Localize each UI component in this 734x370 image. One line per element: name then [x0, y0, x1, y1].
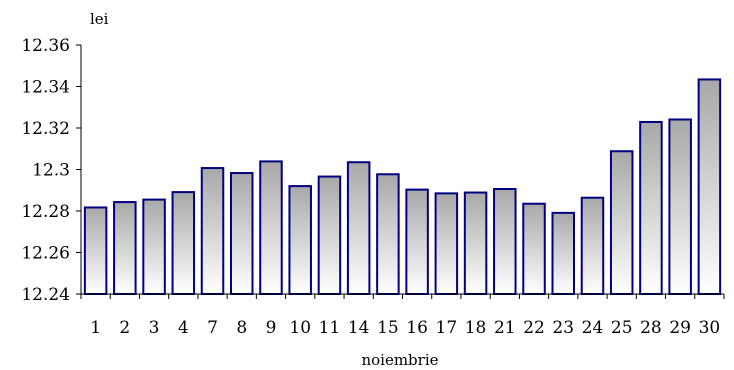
bar-23 [551, 211, 575, 295]
x-tick-label: 30 [699, 318, 721, 338]
bar-15 [376, 173, 400, 296]
bar-17 [434, 192, 459, 295]
y-tick-label: 12.34 [21, 78, 70, 98]
x-tick-label: 17 [436, 318, 458, 338]
bar-18 [463, 191, 488, 295]
x-tick-label: 4 [178, 318, 189, 338]
x-axis: 1 2 3 4 7 8 9 10 11 14 15 16 17 18 21 22 23 24 25 28 29 30 [80, 293, 725, 338]
bar-11 [317, 175, 342, 295]
x-tick-label: 22 [523, 318, 545, 338]
y-tick-label: 12.24 [21, 285, 70, 305]
x-tick-label: 25 [611, 318, 633, 338]
x-tick-label: 3 [149, 318, 160, 338]
x-axis-title: noiembrie [361, 351, 438, 369]
x-tick-label: 1 [90, 318, 101, 338]
x-tick-label: 29 [669, 318, 691, 338]
x-tick-label: 24 [582, 318, 604, 338]
bar-21 [493, 188, 517, 295]
bar-7 [200, 167, 225, 295]
bars-group [83, 78, 722, 296]
x-tick-label: 2 [119, 318, 130, 338]
x-tick-label: 9 [266, 318, 277, 338]
bar-29 [668, 118, 692, 295]
y-tick-label: 12.26 [21, 244, 70, 264]
y-tick-label: 12.28 [21, 202, 70, 222]
y-tick-label: 12.32 [21, 119, 70, 139]
bar-1 [83, 206, 108, 295]
y-tick-label: 12.36 [21, 36, 70, 56]
y-axis: 12.24 12.26 12.28 12.3 12.32 12.34 12.36 [21, 36, 82, 305]
x-tick-label: 11 [319, 318, 341, 338]
bar-10 [288, 185, 312, 296]
bar-14 [346, 161, 371, 295]
x-tick-label: 18 [465, 318, 487, 338]
bar-2 [113, 201, 137, 295]
x-tick-label: 28 [640, 318, 662, 338]
x-tick-label: 8 [236, 318, 247, 338]
bar-9 [259, 160, 283, 295]
bar-30 [697, 78, 722, 295]
x-tick-label: 14 [348, 318, 370, 338]
x-tick-label: 10 [289, 318, 311, 338]
x-tick-label: 16 [406, 318, 428, 338]
x-tick-label: 7 [207, 318, 218, 338]
x-tick-label: 21 [494, 318, 516, 338]
x-tick-label: 15 [377, 318, 399, 338]
y-axis-title: lei [90, 10, 109, 28]
bar-3 [142, 198, 166, 295]
bar-28 [639, 120, 663, 296]
bar-24 [580, 196, 605, 295]
bar-22 [522, 202, 546, 296]
y-tick-label: 12.3 [32, 161, 70, 181]
bar-25 [609, 150, 634, 295]
bar-16 [405, 188, 429, 296]
x-tick-label: 23 [552, 318, 574, 338]
bar-8 [230, 172, 254, 295]
bar-4 [171, 191, 196, 295]
